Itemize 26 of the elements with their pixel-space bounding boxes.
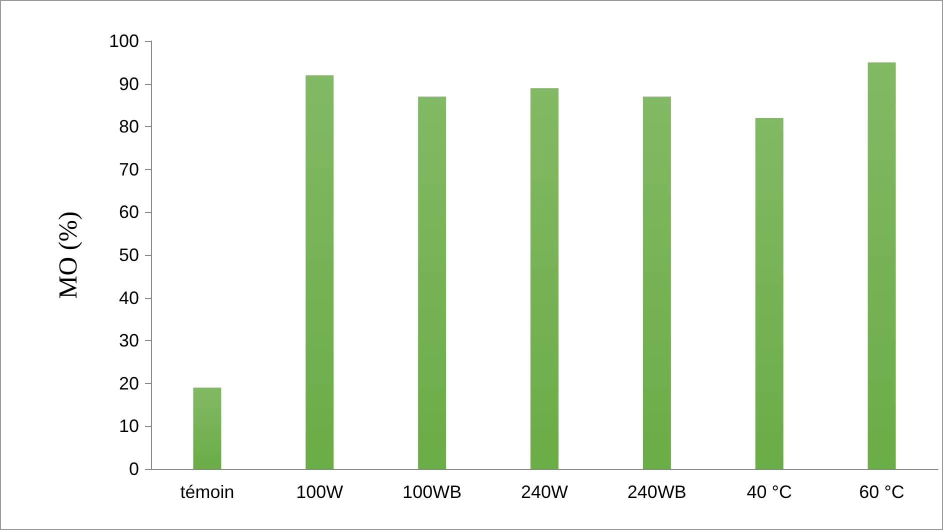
bar [755, 118, 784, 469]
x-tick-label: 60 °C [859, 482, 904, 502]
x-tick-label: 100W [296, 482, 344, 502]
bar [530, 88, 558, 469]
y-tick-label: 80 [118, 116, 139, 137]
y-tick-label: 70 [118, 159, 139, 180]
bar [306, 75, 334, 469]
x-tick-label: 40 °C [746, 482, 792, 502]
y-tick-label: 20 [118, 373, 139, 394]
bar [418, 96, 446, 469]
x-tick-label: témoin [180, 482, 234, 502]
y-tick-label: 40 [118, 288, 139, 308]
y-tick-label: 0 [128, 459, 139, 479]
y-axis-title: MO (%) [54, 211, 82, 299]
y-tick-label: 60 [118, 202, 139, 222]
x-tick-label: 240WB [627, 482, 686, 502]
bar [868, 62, 896, 469]
y-tick-label: 90 [118, 74, 139, 94]
y-tick-label: 10 [118, 416, 139, 436]
bar [642, 96, 671, 469]
y-tick-label: 100 [108, 31, 139, 51]
x-tick-label: 100WB [402, 482, 462, 502]
y-tick-label: 30 [118, 330, 139, 351]
y-tick-label: 50 [118, 245, 139, 265]
x-tick-label: 240W [520, 482, 568, 502]
bar [193, 388, 222, 469]
